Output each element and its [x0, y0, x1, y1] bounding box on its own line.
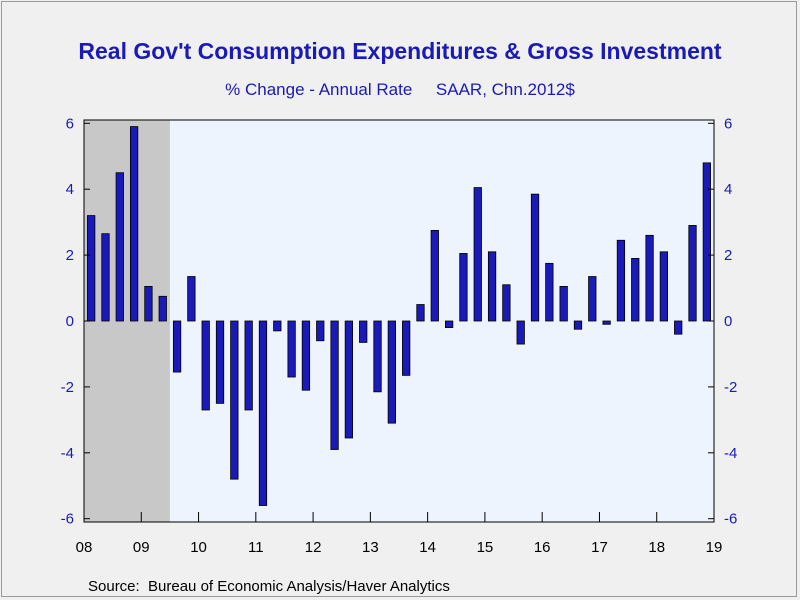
bar	[688, 225, 697, 322]
bar	[430, 229, 439, 322]
bar	[659, 251, 669, 322]
y-tick-label-right: 4	[724, 181, 732, 198]
bar	[444, 320, 454, 328]
bar	[416, 304, 425, 322]
bar	[631, 257, 640, 322]
bar	[402, 320, 411, 376]
bar	[616, 239, 626, 322]
bar	[87, 215, 96, 322]
x-tick-label: 08	[76, 539, 93, 556]
x-tick-label: 13	[362, 539, 379, 556]
bar	[516, 320, 525, 345]
chart-title: Real Gov't Consumption Expenditures & Gr…	[78, 38, 722, 64]
source-note: Source: Bureau of Economic Analysis/Have…	[88, 578, 450, 595]
x-tick-label: 12	[305, 539, 322, 556]
x-tick-label: 16	[534, 539, 551, 556]
y-tick-label-right: -2	[724, 379, 737, 396]
bar	[101, 233, 110, 322]
bar	[273, 320, 282, 332]
bar	[158, 295, 167, 322]
bar	[359, 320, 368, 343]
y-tick-label-left: 0	[66, 313, 74, 330]
bar	[301, 320, 311, 391]
bar	[702, 162, 711, 322]
recession-shading	[84, 120, 170, 522]
bar	[530, 193, 540, 322]
y-tick-label-right: 0	[724, 313, 732, 330]
bar	[387, 320, 396, 424]
bar	[487, 251, 497, 322]
bar	[258, 320, 268, 506]
x-tick-label: 19	[706, 539, 723, 556]
x-tick-label: 10	[190, 539, 207, 556]
bar	[144, 285, 153, 322]
bar	[545, 262, 554, 322]
y-tick-label-left: -2	[61, 379, 74, 396]
bar	[316, 320, 325, 342]
x-tick-label: 09	[133, 539, 150, 556]
bar	[201, 320, 210, 411]
bar	[473, 187, 482, 322]
bar	[230, 320, 239, 480]
y-tick-label-left: -6	[61, 511, 74, 528]
bar	[373, 320, 382, 393]
bar	[244, 320, 253, 411]
bar	[344, 320, 354, 439]
x-tick-label: 18	[648, 539, 665, 556]
y-tick-label-right: 2	[724, 247, 732, 264]
bar	[502, 284, 511, 322]
bar	[559, 285, 568, 322]
bar	[330, 320, 339, 450]
bar	[674, 320, 683, 335]
bar	[129, 126, 139, 322]
bar	[588, 276, 597, 322]
bar	[573, 320, 583, 330]
y-tick-label-left: 2	[66, 247, 74, 264]
bar	[645, 234, 654, 322]
chart-subtitle: % Change - Annual Rate SAAR, Chn.2012$	[225, 80, 575, 99]
x-tick-label: 11	[248, 539, 264, 556]
bar	[115, 172, 124, 322]
y-tick-label-left: 6	[66, 115, 74, 132]
y-tick-label-right: -6	[724, 511, 737, 528]
bar	[459, 253, 468, 322]
y-tick-label-left: -4	[61, 445, 74, 462]
y-tick-label-right: -4	[724, 445, 737, 462]
y-tick-label-right: 6	[724, 115, 732, 132]
x-tick-label: 15	[477, 539, 494, 556]
bar	[287, 320, 296, 378]
bar	[215, 320, 225, 404]
bar	[602, 320, 611, 325]
y-tick-label-left: 4	[66, 181, 74, 198]
x-tick-label: 14	[419, 539, 436, 556]
x-tick-label: 17	[591, 539, 608, 556]
bar	[187, 276, 196, 322]
bar	[172, 320, 182, 373]
